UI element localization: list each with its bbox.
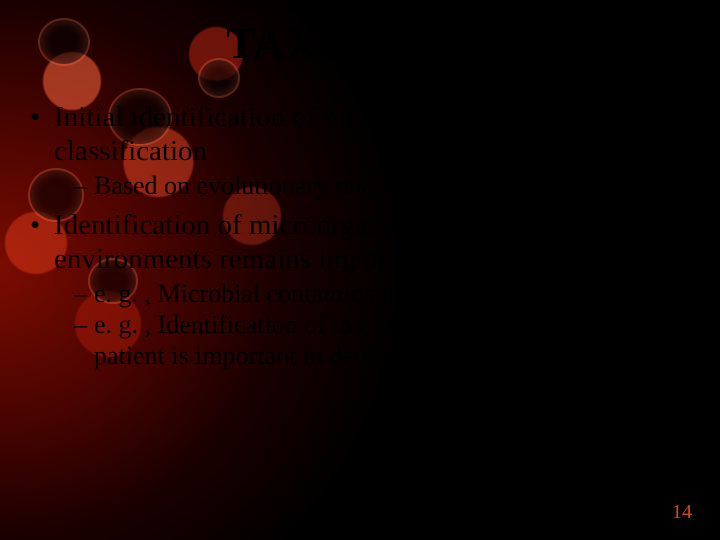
slide-content: Initial identification of microorganisms… bbox=[28, 100, 692, 378]
sub-bullet-item: Based on evolutionary relationships bbox=[74, 170, 692, 201]
bullet-text: Identification of microorganisms in part… bbox=[54, 209, 583, 275]
sub-bullet-text: e. g. , Microbial contaminants can spoil… bbox=[94, 279, 559, 308]
sub-bullet-item: e. g. , Identification of microbes prese… bbox=[74, 309, 692, 371]
slide: TAXONOMY Initial identification of micro… bbox=[0, 0, 720, 540]
slide-title: TAXONOMY bbox=[0, 18, 720, 69]
sub-bullet-list: e. g. , Microbial contaminants can spoil… bbox=[54, 278, 692, 372]
bullet-list: Initial identification of microorganisms… bbox=[28, 100, 692, 372]
page-number: 14 bbox=[672, 501, 692, 524]
bullet-item: Initial identification of microorganisms… bbox=[28, 100, 692, 202]
sub-bullet-text: e. g. , Identification of microbes prese… bbox=[94, 310, 637, 370]
sub-bullet-text: Based on evolutionary relationships bbox=[94, 171, 467, 200]
bullet-text: Initial identification of microorganisms… bbox=[54, 101, 683, 167]
bullet-item: Identification of microorganisms in part… bbox=[28, 208, 692, 372]
sub-bullet-item: e. g. , Microbial contaminants can spoil… bbox=[74, 278, 692, 309]
sub-bullet-list: Based on evolutionary relationships bbox=[54, 170, 692, 201]
